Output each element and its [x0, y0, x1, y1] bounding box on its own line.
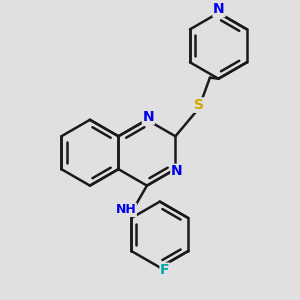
Text: S: S	[194, 98, 204, 112]
Text: NH: NH	[116, 203, 136, 216]
Text: N: N	[142, 110, 154, 124]
Text: N: N	[213, 2, 225, 16]
Text: F: F	[160, 263, 170, 277]
Text: N: N	[171, 164, 183, 178]
